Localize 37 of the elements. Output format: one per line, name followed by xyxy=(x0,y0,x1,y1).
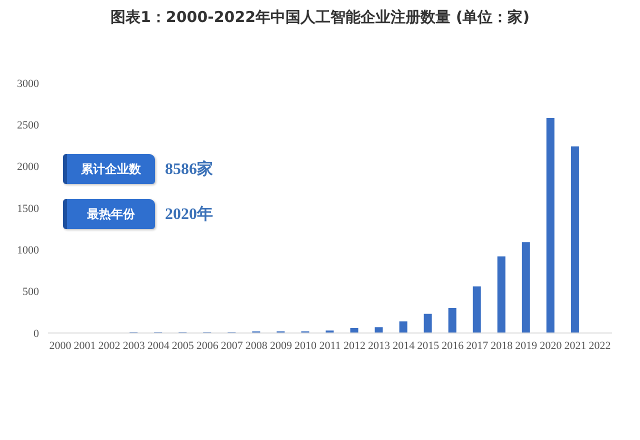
x-tick-label: 2014 xyxy=(392,340,416,352)
x-tick-label: 2016 xyxy=(442,340,464,352)
x-tick-label: 2001 xyxy=(74,340,96,352)
x-tick-label: 2003 xyxy=(122,340,146,352)
x-tick-label: 2006 xyxy=(196,340,219,352)
y-tick-label: 500 xyxy=(22,286,40,298)
x-tick-label: 2004 xyxy=(147,340,170,352)
x-tick-label: 2010 xyxy=(294,340,317,352)
scroll-banner: 最热年份 xyxy=(63,199,155,229)
y-tick-label: 1500 xyxy=(17,202,40,215)
x-tick-label: 2005 xyxy=(172,340,194,352)
annotation: 最热年份 xyxy=(87,206,135,222)
x-tick-label: 2012 xyxy=(344,340,366,352)
x-tick-label: 2009 xyxy=(270,340,292,352)
x-tick-label: 2018 xyxy=(490,340,514,352)
y-tick-label: 2000 xyxy=(17,161,40,174)
x-tick-label: 2002 xyxy=(98,340,120,352)
scroll-banner: 累计企业数 xyxy=(63,154,155,184)
x-tick-label: 2021 xyxy=(564,340,586,352)
x-tick-label: 2000 xyxy=(49,340,72,352)
x-tick-label: 2019 xyxy=(515,340,538,352)
x-tick-label: 2022 xyxy=(588,340,611,352)
y-tick-label: 3000 xyxy=(17,78,40,90)
annotation: 8586家 xyxy=(165,159,213,180)
x-tick-label: 2015 xyxy=(417,340,440,352)
chart-title: 图表1：2000-2022年中国人工智能企业注册数量 (单位：家) xyxy=(110,8,530,26)
y-tick-label: 1000 xyxy=(17,244,40,257)
x-tick-label: 2017 xyxy=(466,340,489,352)
x-tick-label: 2013 xyxy=(368,340,391,352)
x-tick-label: 2011 xyxy=(319,340,341,352)
x-tick-label: 2020 xyxy=(540,340,562,352)
annotation: 2020年 xyxy=(165,204,213,224)
x-tick-label: 2007 xyxy=(220,340,244,352)
y-tick-label: 0 xyxy=(34,328,40,340)
y-tick-label: 2500 xyxy=(17,120,40,132)
x-tick-label: 2008 xyxy=(245,340,268,352)
annotation: 累计企业数 xyxy=(81,160,141,178)
